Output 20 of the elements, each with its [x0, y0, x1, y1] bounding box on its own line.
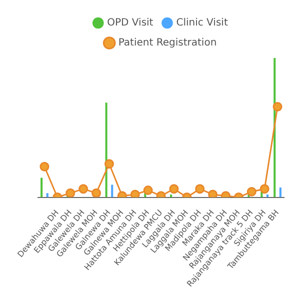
legend-label: Clinic Visit [176, 18, 228, 29]
bar [40, 178, 43, 198]
point [272, 102, 282, 112]
legend-label: Patient Registration [118, 38, 217, 49]
point [130, 190, 140, 198]
point [208, 190, 218, 198]
bar [279, 188, 282, 198]
point [246, 186, 256, 196]
point [169, 184, 179, 194]
bar [46, 193, 48, 198]
point [40, 162, 50, 172]
point [92, 188, 102, 198]
point [195, 184, 205, 194]
point [104, 159, 114, 169]
point [260, 184, 270, 194]
legend-label: OPD Visit [107, 18, 154, 29]
point [66, 188, 76, 198]
point [143, 186, 153, 196]
bar [111, 184, 114, 198]
point [78, 184, 88, 194]
